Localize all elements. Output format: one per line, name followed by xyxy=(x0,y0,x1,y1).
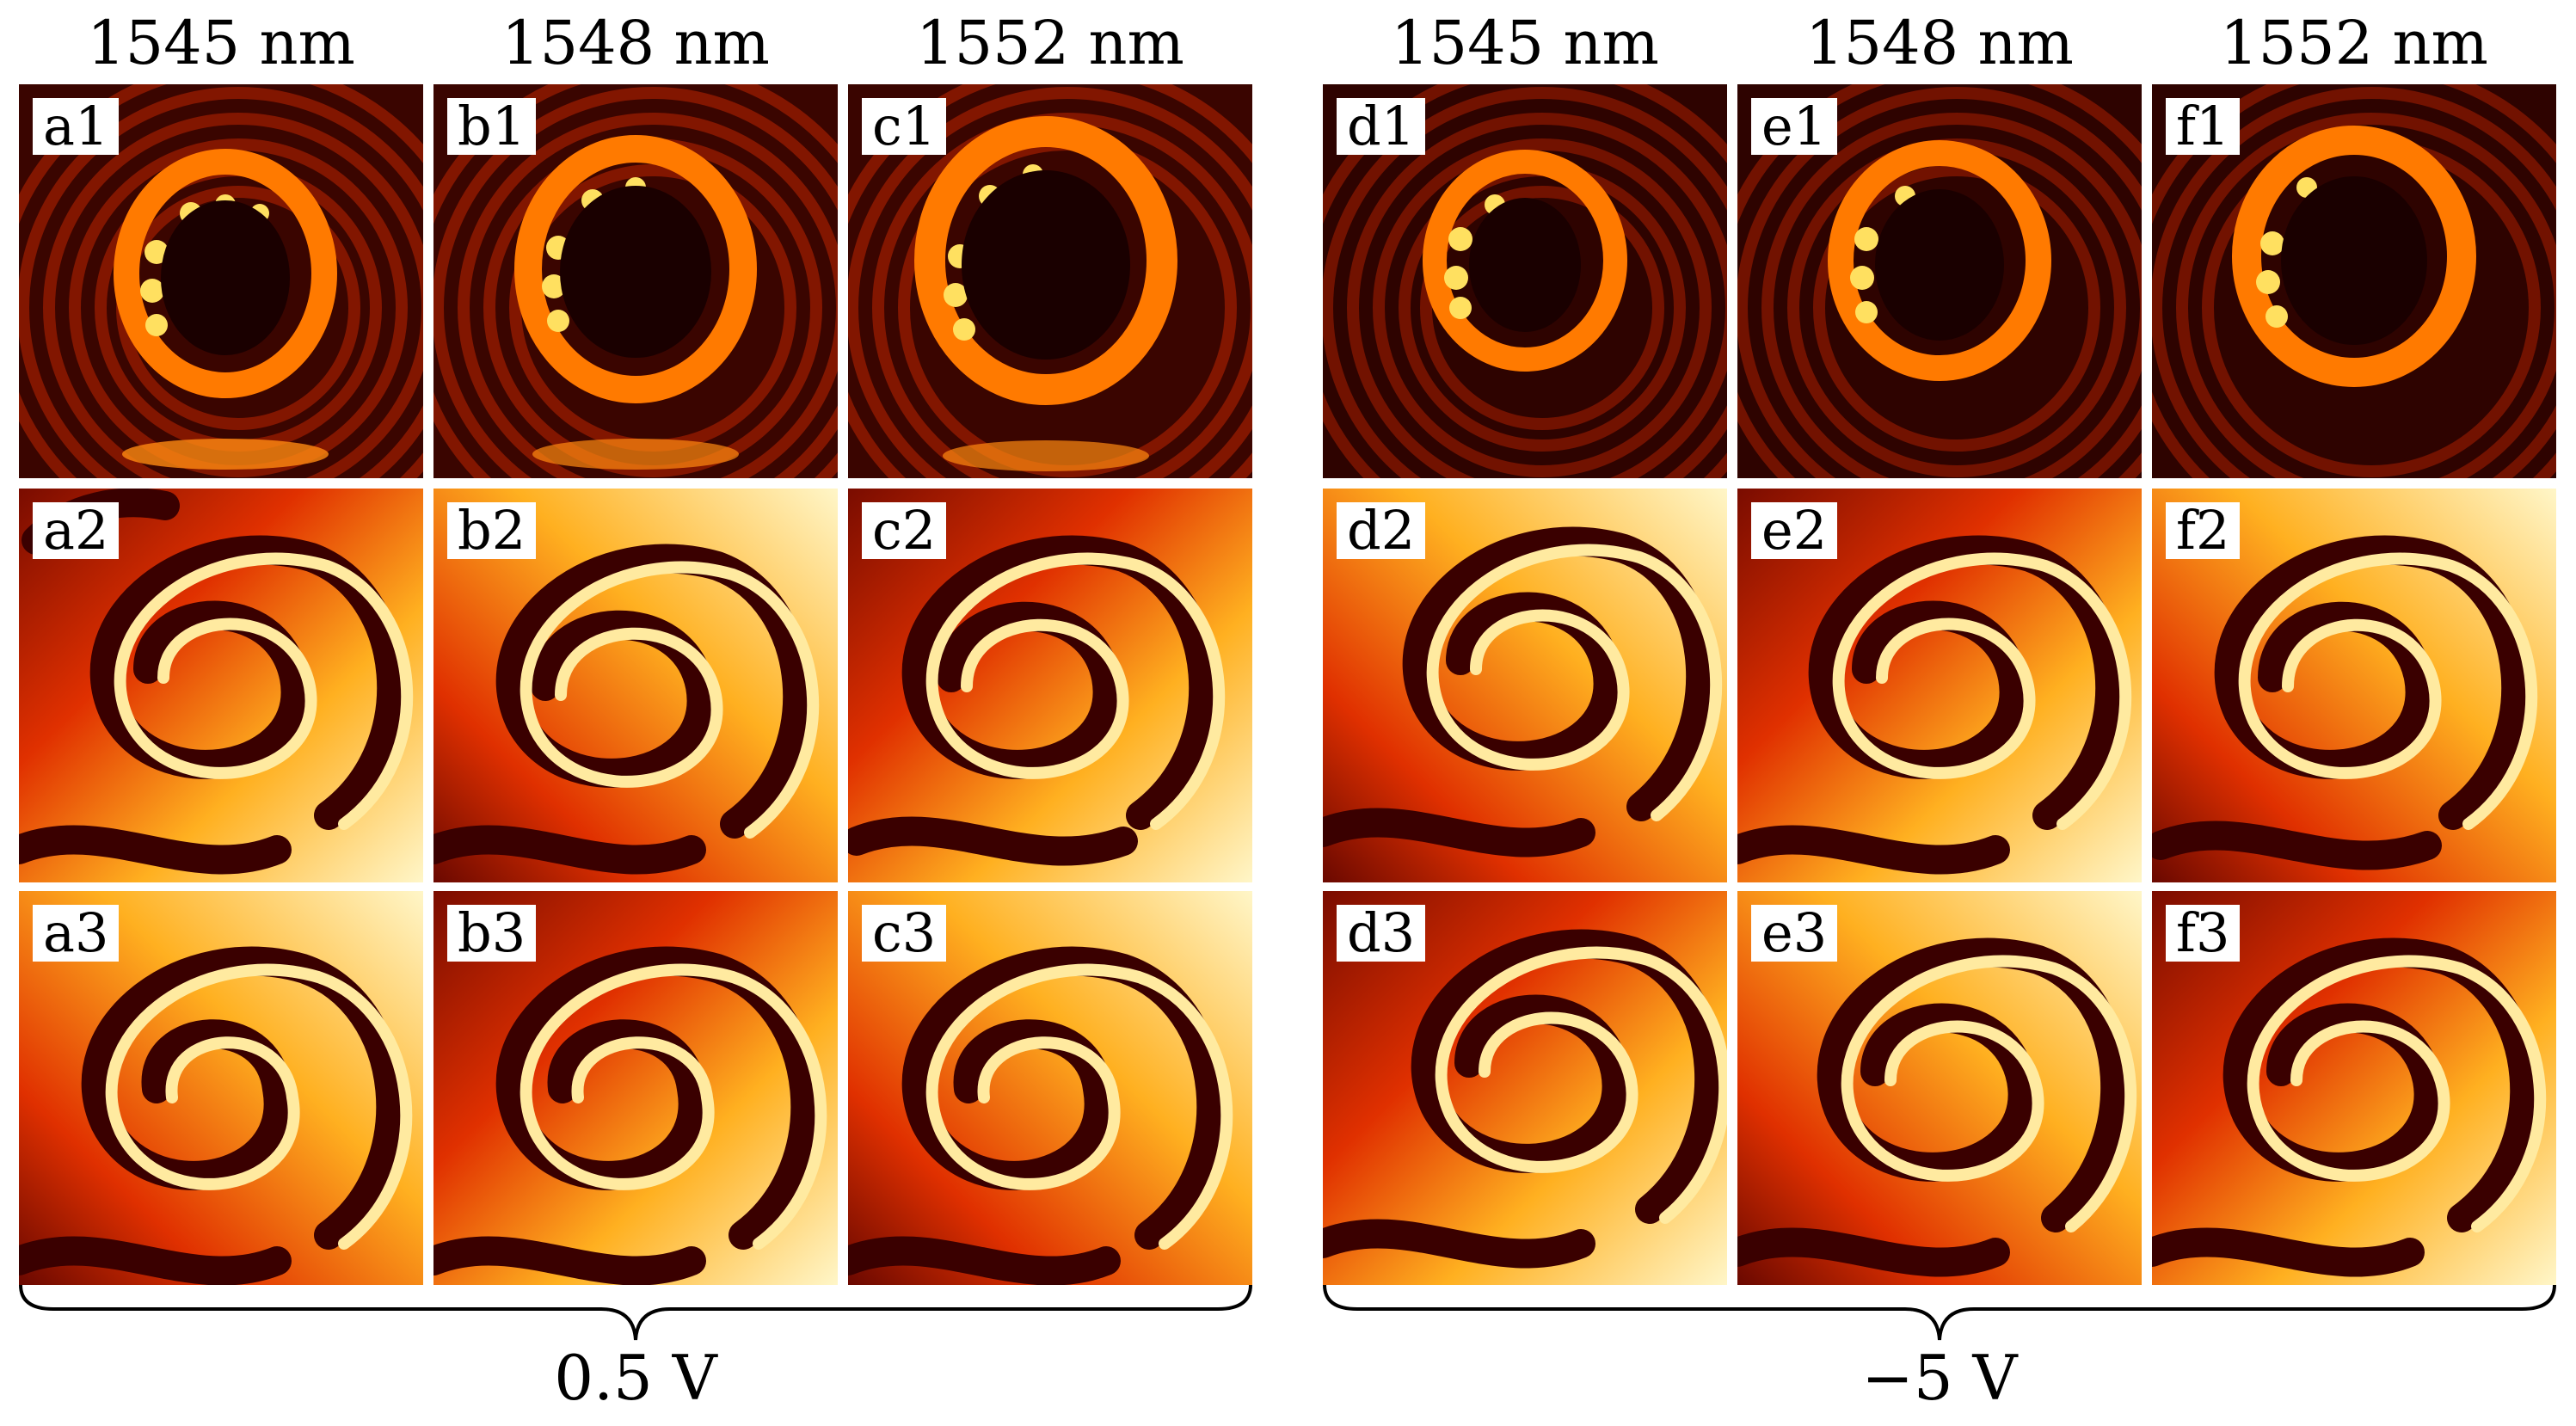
phase-panel-a2: a2 xyxy=(19,489,423,882)
panel-label: d3 xyxy=(1337,905,1426,962)
phase-panel-d2: d2 xyxy=(1323,489,1727,882)
panel-label: e3 xyxy=(1751,905,1838,962)
panel-label: d2 xyxy=(1337,502,1426,559)
phase-panel-e3: e3 xyxy=(1737,891,2142,1285)
panel-label: e1 xyxy=(1751,98,1838,155)
wavelength-header-d: 1545 nm xyxy=(1391,8,1659,78)
phase-panel-e2: e2 xyxy=(1737,489,2142,882)
panel-label: d1 xyxy=(1337,98,1426,155)
phase-panel-b3: b3 xyxy=(433,891,838,1285)
intensity-panel-f1: f1 xyxy=(2152,84,2556,478)
intensity-image xyxy=(1737,84,2142,478)
intensity-panel-e1: e1 xyxy=(1737,84,2142,478)
panel-label: a3 xyxy=(33,905,120,962)
panel-label: c2 xyxy=(862,502,947,559)
intensity-image xyxy=(848,84,1252,478)
intensity-panel-b1: b1 xyxy=(433,84,838,478)
phase-panel-c2: c2 xyxy=(848,489,1252,882)
intensity-panel-c1: c1 xyxy=(848,84,1252,478)
phase-panel-b2: b2 xyxy=(433,489,838,882)
phase-image xyxy=(1737,489,2142,882)
intensity-panel-d1: d1 xyxy=(1323,84,1727,478)
voltage-label-left: 0.5 V xyxy=(554,1342,717,1414)
brace-left xyxy=(19,1284,1252,1341)
brace-right xyxy=(1323,1284,2556,1341)
panel-label: c1 xyxy=(862,98,947,155)
phase-image xyxy=(433,891,838,1285)
phase-panel-a3: a3 xyxy=(19,891,423,1285)
voltage-label-right: −5 V xyxy=(1861,1342,2018,1414)
phase-image xyxy=(2152,489,2556,882)
wavelength-header-c: 1552 nm xyxy=(916,8,1184,78)
panel-label: f1 xyxy=(2166,98,2241,155)
phase-panel-d3: d3 xyxy=(1323,891,1727,1285)
wavelength-header-a: 1545 nm xyxy=(87,8,355,78)
panel-label: f3 xyxy=(2166,905,2241,962)
intensity-image xyxy=(2152,84,2556,478)
phase-panel-f2: f2 xyxy=(2152,489,2556,882)
panel-label: a1 xyxy=(33,98,120,155)
intensity-image xyxy=(19,84,423,478)
panel-label: a2 xyxy=(33,502,120,559)
panel-label: b3 xyxy=(447,905,537,962)
panel-label: f2 xyxy=(2166,502,2241,559)
phase-panel-c3: c3 xyxy=(848,891,1252,1285)
panel-label: b2 xyxy=(447,502,537,559)
wavelength-header-b: 1548 nm xyxy=(501,8,770,78)
panel-label: e2 xyxy=(1751,502,1838,559)
panel-label: b1 xyxy=(447,98,537,155)
wavelength-header-f: 1552 nm xyxy=(2220,8,2488,78)
phase-panel-f3: f3 xyxy=(2152,891,2556,1285)
intensity-panel-a1: a1 xyxy=(19,84,423,478)
wavelength-header-e: 1548 nm xyxy=(1805,8,2074,78)
panel-label: c3 xyxy=(862,905,947,962)
